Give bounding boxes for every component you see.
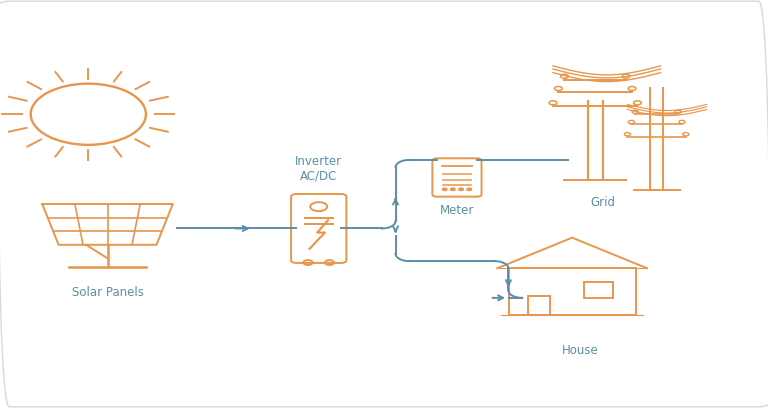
- Circle shape: [451, 188, 455, 191]
- Text: Inverter
AC/DC: Inverter AC/DC: [295, 155, 343, 183]
- Text: Meter: Meter: [440, 204, 474, 217]
- Bar: [508, 268, 635, 315]
- Bar: [528, 295, 550, 315]
- Text: Solar Panels: Solar Panels: [71, 286, 144, 299]
- Circle shape: [458, 188, 463, 191]
- Circle shape: [442, 188, 447, 191]
- Circle shape: [467, 188, 472, 191]
- Text: Grid: Grid: [591, 196, 615, 209]
- Text: House: House: [561, 344, 598, 357]
- Bar: [584, 282, 613, 298]
